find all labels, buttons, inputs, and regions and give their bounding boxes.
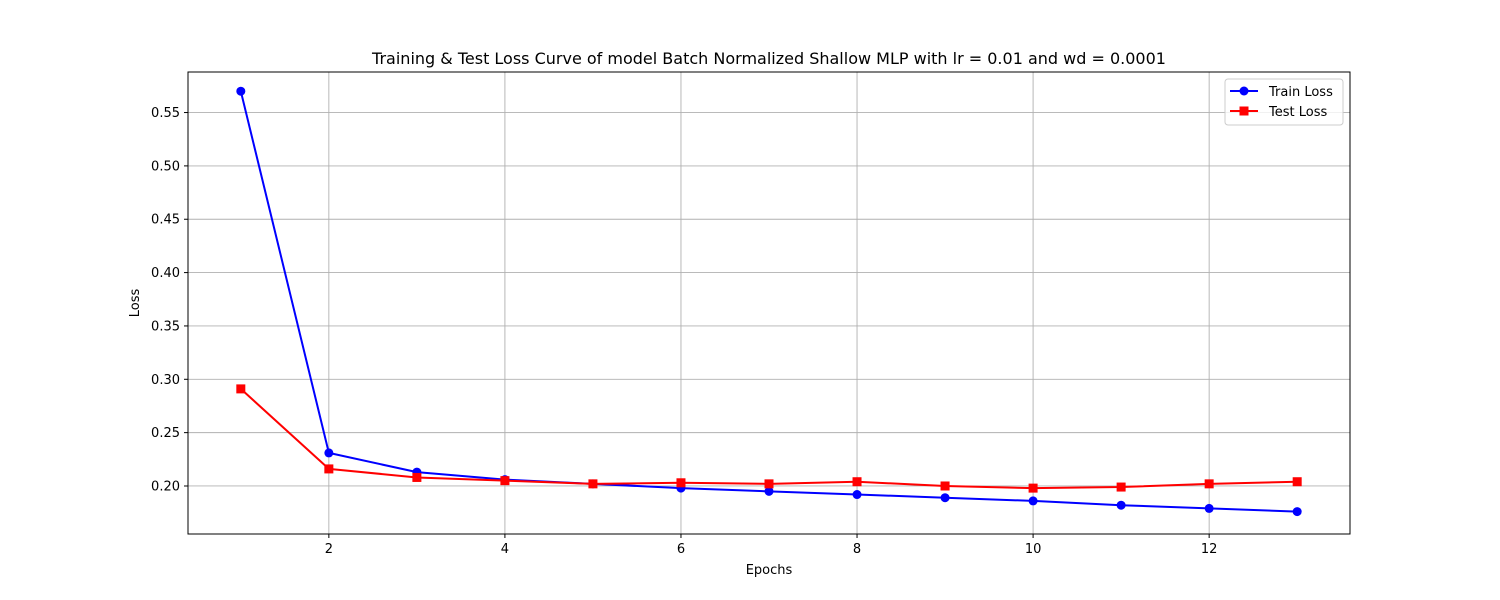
chart-title: Training & Test Loss Curve of model Batc… bbox=[371, 49, 1166, 68]
x-tick-label: 4 bbox=[501, 542, 509, 557]
legend-test-marker bbox=[1239, 106, 1249, 116]
test-loss-point bbox=[412, 472, 422, 482]
train-loss-point bbox=[1028, 496, 1038, 506]
train-loss-point bbox=[324, 448, 334, 458]
y-axis-label: Loss bbox=[128, 289, 143, 318]
test-loss-point bbox=[676, 478, 686, 488]
series-layer bbox=[236, 86, 1302, 517]
legend: Train Loss Test Loss bbox=[1224, 78, 1344, 126]
test-loss-point bbox=[324, 464, 334, 474]
y-tick-label: 0.55 bbox=[151, 106, 180, 121]
x-tick-label: 8 bbox=[853, 542, 861, 557]
train-loss-point bbox=[1292, 507, 1302, 517]
test-loss-point bbox=[1204, 479, 1214, 489]
y-tick-label: 0.35 bbox=[151, 319, 180, 334]
ticks: 2 4 6 8 10 12 0.20 0.25 0.30 0.35 0.40 0.45 0.50 0.55 bbox=[151, 106, 1217, 557]
y-tick-label: 0.45 bbox=[151, 213, 180, 228]
y-tick-label: 0.40 bbox=[151, 266, 180, 281]
x-tick-label: 10 bbox=[1025, 542, 1042, 557]
x-axis-label: Epochs bbox=[746, 563, 793, 578]
x-tick-label: 2 bbox=[325, 542, 333, 557]
train-loss-point bbox=[1116, 500, 1126, 510]
test-loss-point bbox=[500, 476, 510, 486]
train-loss-point bbox=[236, 86, 246, 96]
train-loss-point bbox=[940, 493, 950, 503]
test-loss-point bbox=[588, 479, 598, 489]
train-loss-point bbox=[852, 490, 862, 500]
test-loss-point bbox=[1028, 483, 1038, 493]
test-loss-point bbox=[1292, 477, 1302, 487]
legend-train-label: Train Loss bbox=[1268, 85, 1333, 100]
y-tick-label: 0.50 bbox=[151, 159, 180, 174]
test-loss-point bbox=[1116, 482, 1126, 492]
train-loss-point bbox=[1204, 503, 1214, 513]
test-loss-point bbox=[764, 479, 774, 489]
x-tick-label: 6 bbox=[677, 542, 685, 557]
y-tick-label: 0.25 bbox=[151, 426, 180, 441]
y-tick-label: 0.20 bbox=[151, 479, 180, 494]
plot-frame bbox=[187, 71, 1351, 535]
y-tick-label: 0.30 bbox=[151, 373, 180, 388]
test-loss-point bbox=[940, 481, 950, 491]
test-loss-point bbox=[852, 477, 862, 487]
train-loss-point bbox=[764, 486, 774, 496]
test-loss-point bbox=[236, 384, 246, 394]
legend-train-marker bbox=[1239, 86, 1249, 96]
x-tick-label: 12 bbox=[1201, 542, 1218, 557]
legend-test-label: Test Loss bbox=[1268, 105, 1327, 120]
plot-area bbox=[188, 72, 1350, 534]
